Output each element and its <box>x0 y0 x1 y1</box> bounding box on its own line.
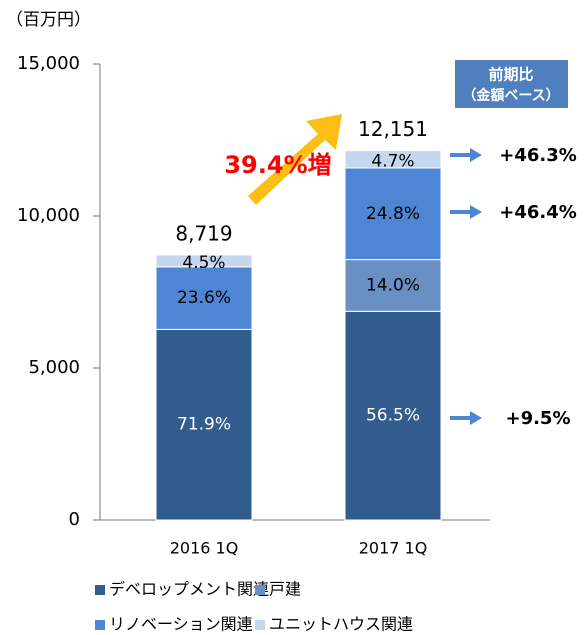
y-tick-label: 0 <box>69 509 80 530</box>
arrow <box>450 205 482 219</box>
comparison-header: 前期比 <box>488 66 533 84</box>
y-tick-label: 10,000 <box>17 205 80 226</box>
legend-label: デベロップメント関連 <box>109 580 269 599</box>
y-tick-label: 5,000 <box>28 357 80 378</box>
total-label: 12,151 <box>358 117 428 141</box>
segment-label: 24.8% <box>366 204 420 224</box>
bar-segment <box>344 310 442 521</box>
total-label: 8,719 <box>175 221 232 245</box>
y-tick-label: 15,000 <box>17 53 80 74</box>
arrow <box>450 148 482 162</box>
legend-label: ユニットハウス関連 <box>269 615 413 634</box>
comparison-box <box>455 60 568 108</box>
legend-swatch <box>95 620 105 630</box>
legend-swatch <box>255 620 265 630</box>
segment-label: 14.0% <box>366 275 420 295</box>
legend-label: リノベーション関連 <box>109 615 253 634</box>
growth-arrow <box>248 114 342 205</box>
growth-label: 39.4%増 <box>224 151 331 179</box>
legend-swatch <box>255 585 265 595</box>
legend-label: 戸建 <box>269 580 301 599</box>
comparison-label: +46.4% <box>499 202 577 223</box>
bar-segment <box>155 266 253 330</box>
y-axis-unit: （百万円） <box>6 10 91 30</box>
bar-segment <box>344 150 442 169</box>
x-tick-label: 2016 1Q <box>170 539 239 558</box>
segment-label: 4.5% <box>182 253 225 273</box>
segment-label: 56.5% <box>366 406 420 426</box>
arrow <box>450 411 482 425</box>
segment-label: 23.6% <box>177 288 231 308</box>
bar-segment <box>344 259 442 312</box>
x-tick-label: 2017 1Q <box>359 539 428 558</box>
comparison-arrows <box>450 148 482 425</box>
bar-segment <box>344 167 442 261</box>
comparison-label: +46.3% <box>499 145 577 166</box>
comparison-header: （金額ベース） <box>462 87 559 104</box>
legend-swatch <box>95 585 105 595</box>
segment-label: 4.7% <box>371 151 414 171</box>
segment-label: 71.9% <box>177 415 231 435</box>
comparison-label: +9.5% <box>505 408 570 429</box>
bar-segment <box>155 254 253 268</box>
